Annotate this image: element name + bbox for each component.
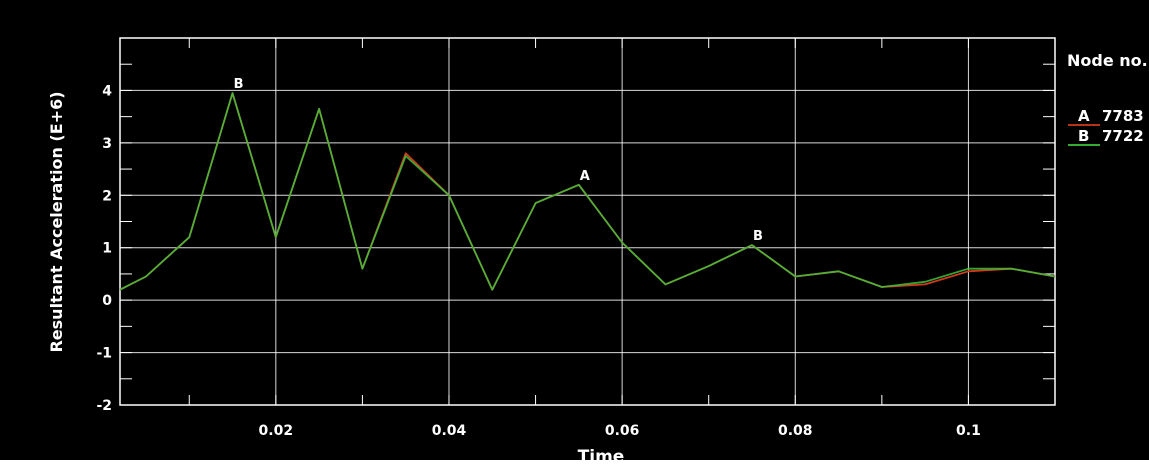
y-tick-label-3: 1 (102, 241, 112, 257)
legend-node-7722: 7722 (1102, 127, 1144, 145)
grid (120, 38, 1055, 406)
legend-entries: A 7783 B 7722 (1068, 107, 1144, 146)
plot-frame (119, 37, 1056, 406)
y-tick-label-4: 2 (102, 188, 112, 204)
x-axis-label: Time (578, 447, 625, 460)
series-lines (119, 92, 1056, 291)
y-tick-label-6: 4 (102, 83, 112, 99)
y-tick-labels: -2 -1 0 1 2 3 4 (96, 83, 112, 414)
x-tick-label-1: 0.04 (432, 423, 467, 439)
legend: Node no. A 7783 B 7722 (1067, 51, 1148, 146)
legend-title: Node no. (1067, 51, 1148, 70)
minor-ticks (120, 37, 1056, 406)
y-axis-label: Resultant Acceleration (E+6) (47, 91, 66, 352)
x-tick-label-2: 0.06 (605, 423, 640, 439)
legend-node-7783: 7783 (1102, 107, 1144, 125)
series-line-7783 (119, 92, 1056, 291)
y-tick-label-1: -1 (96, 346, 112, 362)
x-tick-labels: 0.02 0.04 0.06 0.08 0.1 (259, 423, 981, 439)
point-label-b-0: B (234, 77, 244, 92)
point-labels: B A B (234, 77, 763, 244)
point-label-b-2: B (753, 229, 763, 244)
point-label-a-1: A (580, 169, 590, 184)
y-tick-label-0: -2 (96, 398, 112, 414)
x-tick-label-0: 0.02 (259, 423, 294, 439)
x-tick-label-4: 0.1 (956, 423, 981, 439)
series-line-7722 (119, 92, 1056, 291)
y-tick-label-2: 0 (102, 293, 112, 309)
x-tick-label-3: 0.08 (778, 423, 813, 439)
legend-letter-a: A (1078, 107, 1090, 125)
y-tick-label-5: 3 (102, 136, 112, 152)
legend-letter-b: B (1078, 127, 1089, 145)
